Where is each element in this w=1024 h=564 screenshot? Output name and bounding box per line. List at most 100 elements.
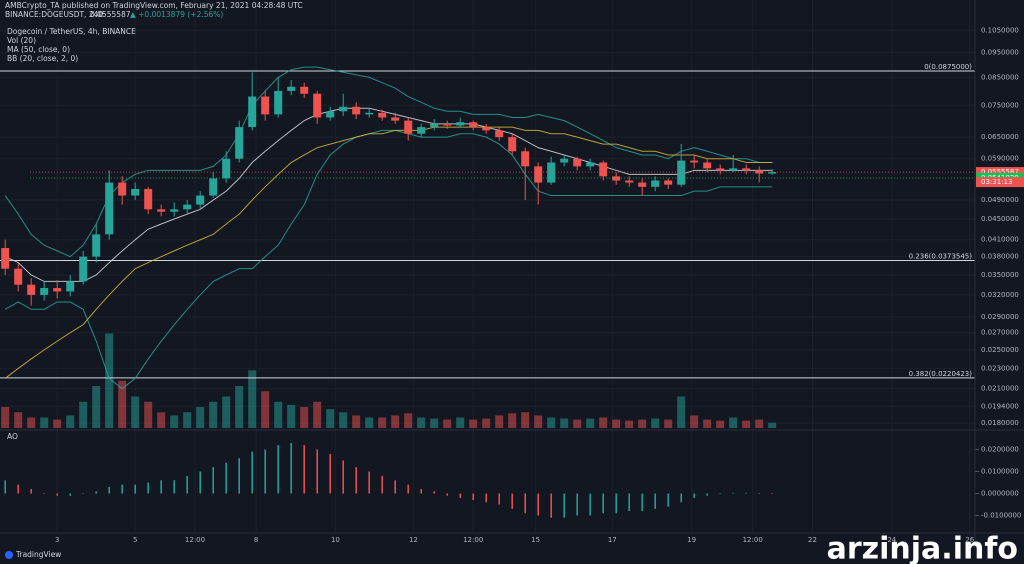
candle-body [131, 188, 140, 196]
volume-bar [40, 417, 49, 428]
x-tick-label: 8 [254, 536, 258, 544]
y-tick-label: 0.0410000 [981, 236, 1019, 244]
volume-bar [222, 396, 231, 428]
volume-bar [742, 420, 751, 428]
ao-bar [277, 445, 279, 494]
ao-bar [225, 462, 227, 494]
volume-bar [391, 415, 400, 428]
candle-body [391, 117, 400, 121]
y-tick-label: 0.0850000 [981, 73, 1019, 81]
ao-bar [407, 484, 409, 494]
candle-body [183, 204, 192, 210]
x-tick-label: 22 [808, 536, 817, 544]
candle-body [365, 112, 374, 115]
change: ▲ +0.0013879 (+2.56%) [130, 10, 223, 19]
x-tick-label: 3 [55, 536, 59, 544]
candle-body [235, 127, 244, 159]
ao-bar [82, 493, 84, 494]
candle-body [53, 288, 62, 292]
fib-label: 0(0.0875000) [924, 63, 972, 71]
volume-bar [378, 417, 387, 428]
ao-bar [355, 467, 357, 494]
ao-bar [537, 493, 539, 516]
ao-bar [121, 484, 123, 494]
y-tick-label: 0.0290000 [981, 313, 1019, 321]
plot-area: 0(0.0875000) 0.236(0.0373545) 0.382(0.0220… [0, 63, 975, 518]
volume-bar [560, 418, 569, 428]
volume-bar [690, 415, 699, 428]
ao-bar [303, 445, 305, 494]
volume-bar [755, 419, 764, 428]
volume-bar [14, 412, 23, 428]
volume-bar [352, 415, 361, 428]
ao-bar [758, 493, 760, 494]
candle-body [664, 180, 673, 185]
x-tick-label: 12 [409, 536, 418, 544]
volume-bar [157, 412, 166, 428]
volume-bar [482, 418, 491, 428]
candle-body [274, 90, 283, 115]
volume-bar [417, 417, 426, 428]
ao-bar [199, 471, 201, 494]
ao-bar [511, 493, 513, 509]
ao-bar [498, 493, 500, 505]
volume-bar [79, 401, 88, 428]
y-tick-label: 0.0590000 [981, 155, 1019, 163]
grid [975, 449, 979, 516]
candle-body [599, 162, 608, 177]
ao-bar [173, 480, 175, 494]
ao-bar [641, 493, 643, 512]
ao-bar [485, 493, 487, 503]
volume-bar [573, 419, 582, 428]
volume-bar [456, 417, 465, 428]
volume-bar [677, 396, 686, 428]
candle-body [313, 93, 322, 118]
x-tick-label: 10 [331, 536, 340, 544]
volume-bar [170, 415, 179, 428]
candle-body [651, 180, 660, 187]
volume-bar [716, 420, 725, 428]
y-tick-label: 0.0194000 [981, 402, 1019, 410]
candle-body [482, 127, 491, 131]
ao-bar [732, 492, 734, 494]
indicator-label: MA (50, close, 0) [7, 45, 70, 54]
y-tick-label: 0.0750000 [981, 101, 1019, 109]
y-tick-label: 0.0250000 [981, 346, 1019, 354]
y-tick-label: 0.0950000 [981, 49, 1019, 57]
indicator-line [4, 126, 773, 379]
candle-body [79, 256, 88, 282]
volume-bar [235, 386, 244, 428]
candle-body [625, 180, 634, 183]
candle-body [768, 172, 777, 174]
volume-bar [638, 419, 647, 428]
ao-tick-label: -0.0100000 [981, 512, 1021, 520]
volume-bar [508, 413, 517, 428]
ao-title: AO [7, 432, 18, 441]
x-tick-label: 17 [608, 536, 617, 544]
ao-bar [628, 493, 630, 512]
candle-body [638, 182, 647, 187]
candle-body [157, 209, 166, 212]
indicator-line [4, 66, 773, 258]
ao-bar [654, 493, 656, 509]
volume-bar [651, 418, 660, 428]
candle-body [326, 111, 335, 118]
x-tick-label: 12:00 [463, 536, 483, 544]
candle-body [547, 162, 556, 183]
volume-bar [274, 401, 283, 428]
candle-body [339, 106, 348, 112]
ao-bar [615, 493, 617, 514]
x-tick-label: 19 [687, 536, 696, 544]
volume-bar [729, 417, 738, 428]
candle-body [456, 122, 465, 126]
ao-bar [342, 460, 344, 494]
indicator-label: BB (20, close, 2, 0) [7, 54, 78, 63]
chart-title: Dogecoin / TetherUS, 4h, BINANCE [7, 27, 136, 36]
volume-bar [365, 417, 374, 428]
volume-bar [144, 401, 153, 428]
ao-bar [238, 458, 240, 494]
x-tick-label: 26 [965, 536, 974, 544]
ao-tick-label: 0.0200000 [981, 446, 1019, 454]
